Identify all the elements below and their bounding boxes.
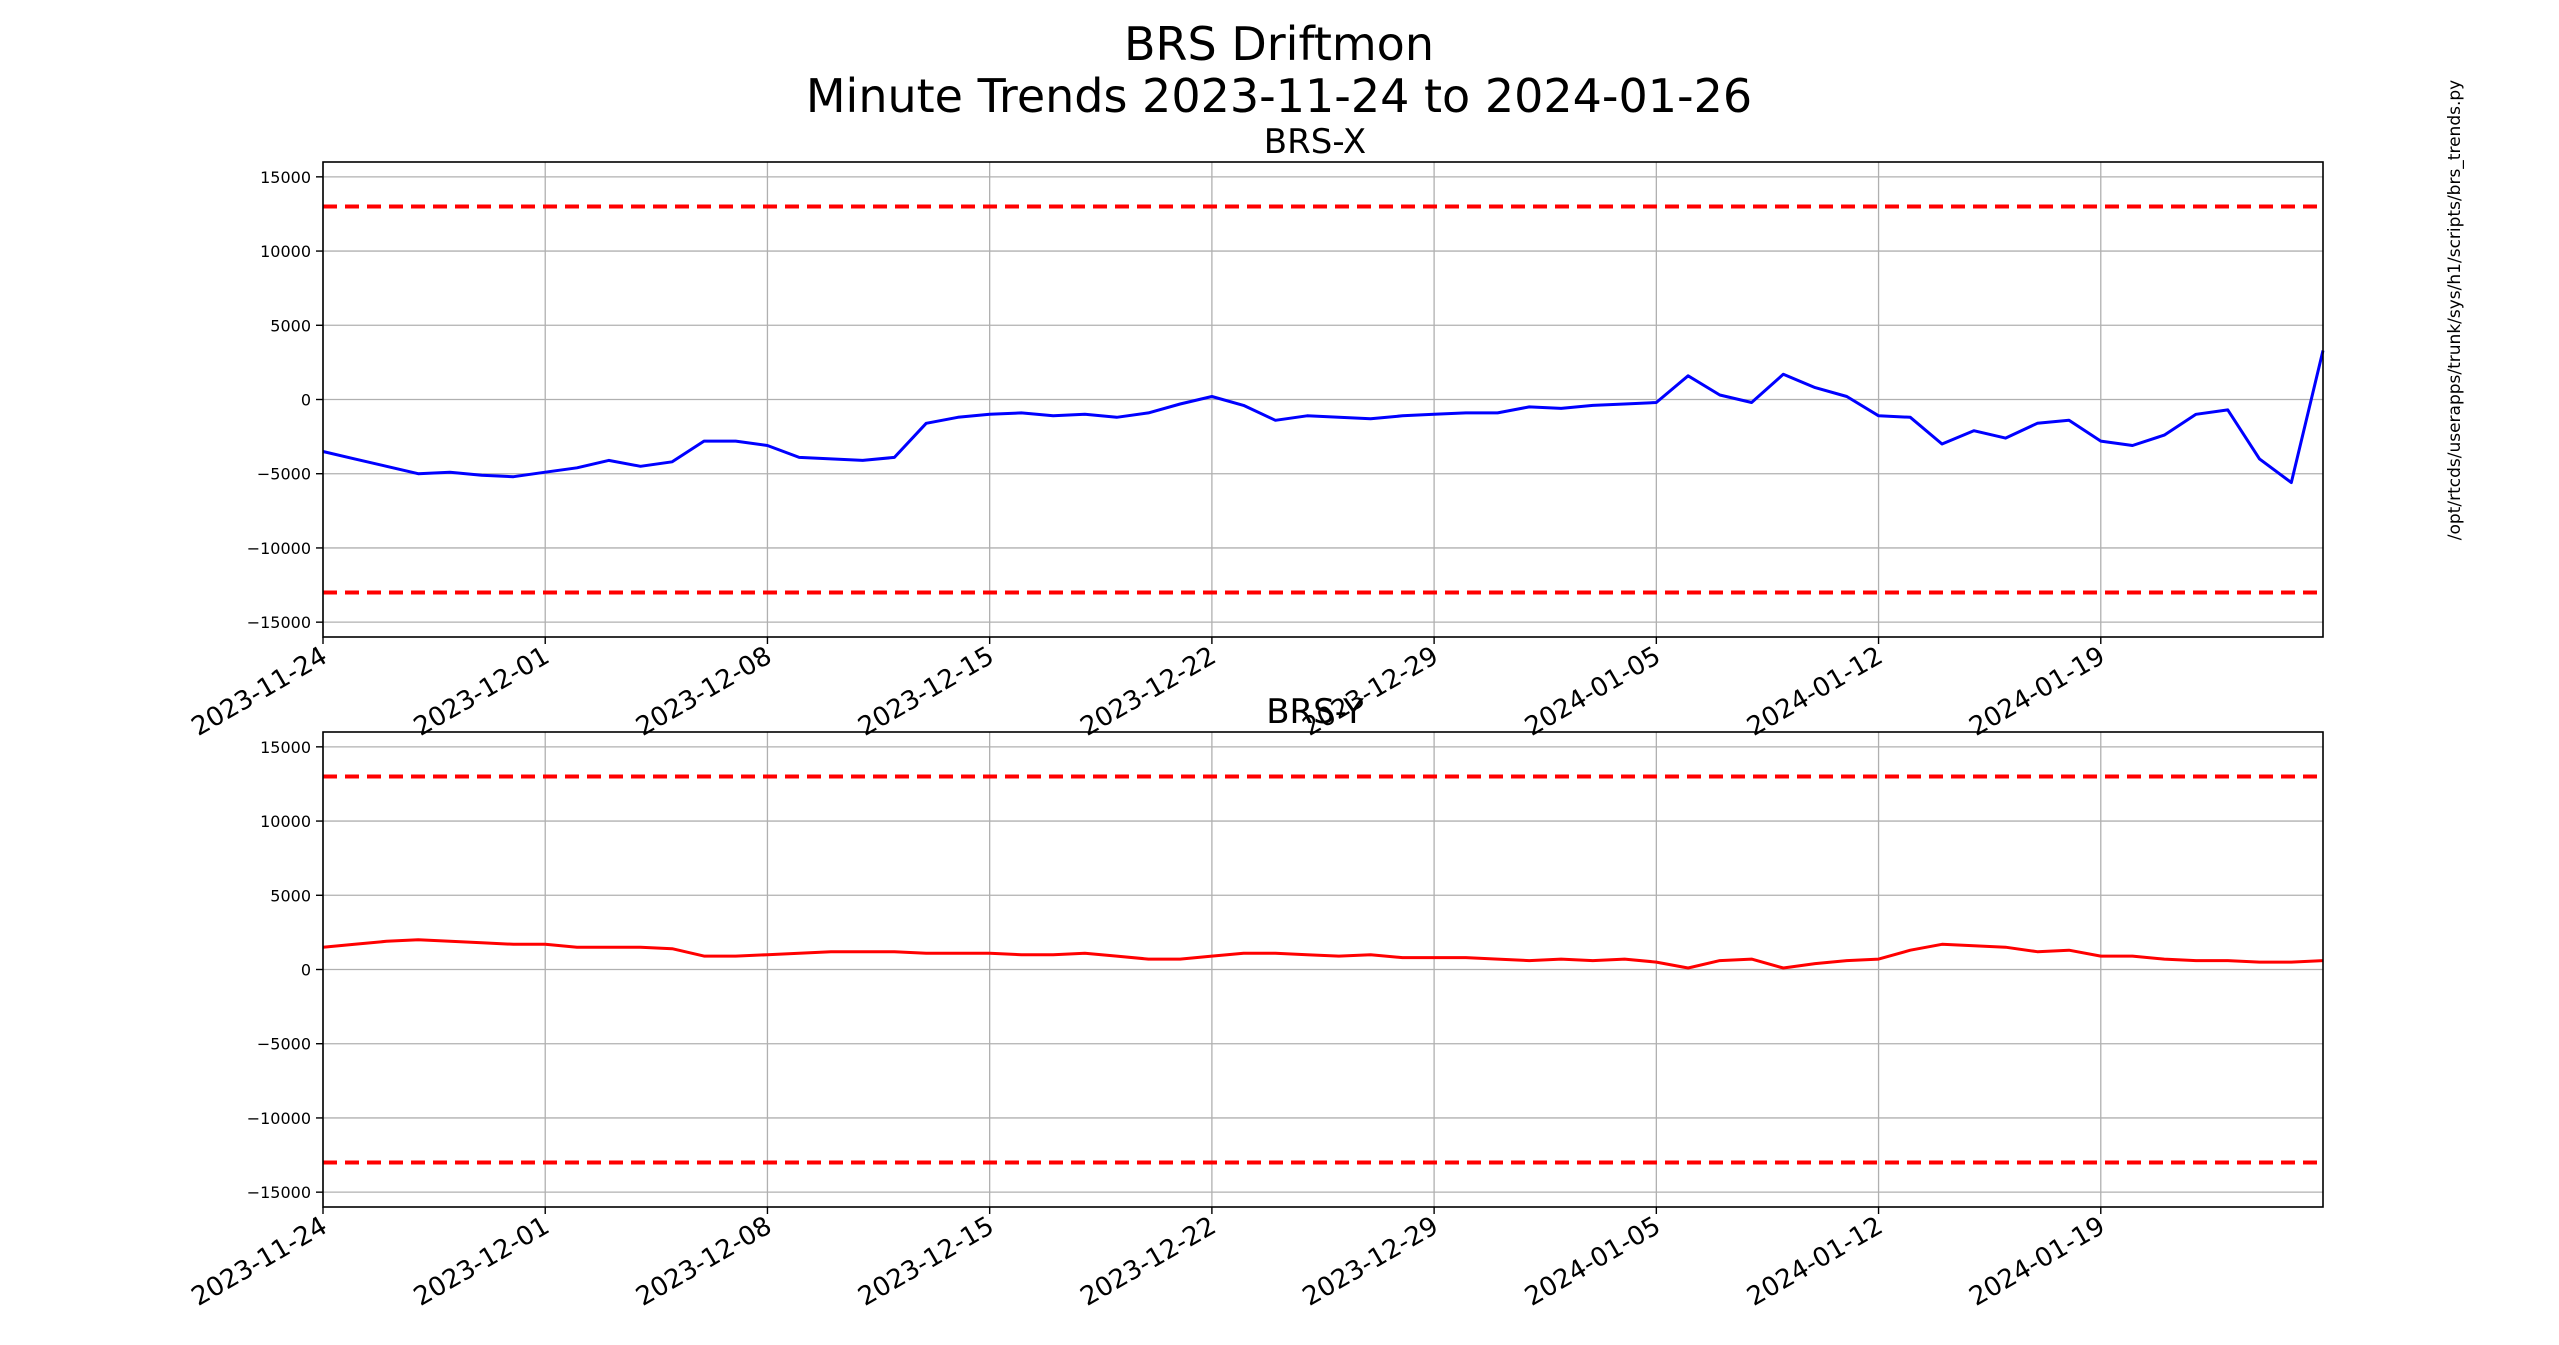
brs-x-ticks: −15000 −10000 −5000 0 5000 10000 15000 2023-11-… xyxy=(187,168,2111,743)
brs-y-ytick-label: −10000 xyxy=(247,1109,311,1128)
brs-y-series-line xyxy=(322,938,2324,970)
brs-y-xtick-label: 2023-11-24 xyxy=(187,1211,333,1313)
brs-y-xtick-label: 2023-12-29 xyxy=(1298,1211,1444,1313)
figure-title-line2: Minute Trends 2023-11-24 to 2024-01-26 xyxy=(806,69,1752,123)
brs-y-limit-lines xyxy=(323,774,2323,1165)
figure-title-line1: BRS Driftmon xyxy=(1124,17,1434,71)
brs-x-xtick-label: 2023-12-22 xyxy=(1076,641,1222,743)
brs-x-ytick-label: 15000 xyxy=(260,168,311,187)
brs-y-ytick-label: −15000 xyxy=(247,1183,311,1202)
brs-x-ytick-label: 0 xyxy=(301,391,311,410)
brs-x-xtick-label: 2023-12-01 xyxy=(409,641,555,743)
brs-x-xtick-label: 2024-01-19 xyxy=(1964,641,2110,743)
brs-y-xtick-label: 2023-12-01 xyxy=(409,1211,555,1313)
brs-y-xtick-label: 2024-01-05 xyxy=(1520,1211,1666,1313)
brs-y-ytick-label: 15000 xyxy=(260,738,311,757)
brs-x-xtick-label: 2023-11-24 xyxy=(187,641,333,743)
brs-y-ytick-label: 10000 xyxy=(260,812,311,831)
script-path-label: /opt/rtcds/userapps/trunk/sys/h1/scripts… xyxy=(2445,80,2465,540)
brs-y-title: BRS-Y xyxy=(1266,692,1364,732)
brs-x-limit-lines xyxy=(323,204,2323,595)
brs-y-gridlines xyxy=(322,732,2323,1207)
brs-x-xtick-label: 2023-12-15 xyxy=(853,641,999,743)
brs-y-xtick-label: 2024-01-19 xyxy=(1964,1211,2110,1313)
brs-x-panel: BRS-X −15000 −10000 −5000 0 5000 10000 15000 20… xyxy=(187,122,2325,743)
brs-y-xtick-label: 2024-01-12 xyxy=(1742,1211,1888,1313)
brs-y-series xyxy=(322,938,2324,970)
brs-x-ytick-label: −10000 xyxy=(247,539,311,558)
brs-x-ytick-label: 10000 xyxy=(260,242,311,261)
brs-x-series xyxy=(322,350,2325,485)
brs-x-ytick-label: −15000 xyxy=(247,613,311,632)
brs-x-title: BRS-X xyxy=(1264,122,1366,162)
brs-y-panel: BRS-Y −15000 −10000 −5000 0 5000 10000 15000 20… xyxy=(187,692,2324,1313)
brs-y-ytick-label: 0 xyxy=(301,961,311,980)
brs-x-series-line xyxy=(322,350,2325,485)
brs-y-ticks: −15000 −10000 −5000 0 5000 10000 15000 2023-11-… xyxy=(187,738,2111,1313)
brs-x-xtick-label: 2024-01-12 xyxy=(1742,641,1888,743)
brs-x-xtick-label: 2024-01-05 xyxy=(1520,641,1666,743)
brs-x-ytick-label: −5000 xyxy=(257,465,311,484)
brs-x-xtick-label: 2023-12-08 xyxy=(631,641,777,743)
brs-y-xtick-label: 2023-12-22 xyxy=(1076,1211,1222,1313)
brs-y-ytick-label: −5000 xyxy=(257,1035,311,1054)
brs-y-xtick-label: 2023-12-08 xyxy=(631,1211,777,1313)
brs-y-ytick-label: 5000 xyxy=(270,886,311,905)
brs-y-xtick-label: 2023-12-15 xyxy=(853,1211,999,1313)
brs-x-ytick-label: 5000 xyxy=(270,316,311,335)
brs-x-gridlines xyxy=(322,162,2323,637)
